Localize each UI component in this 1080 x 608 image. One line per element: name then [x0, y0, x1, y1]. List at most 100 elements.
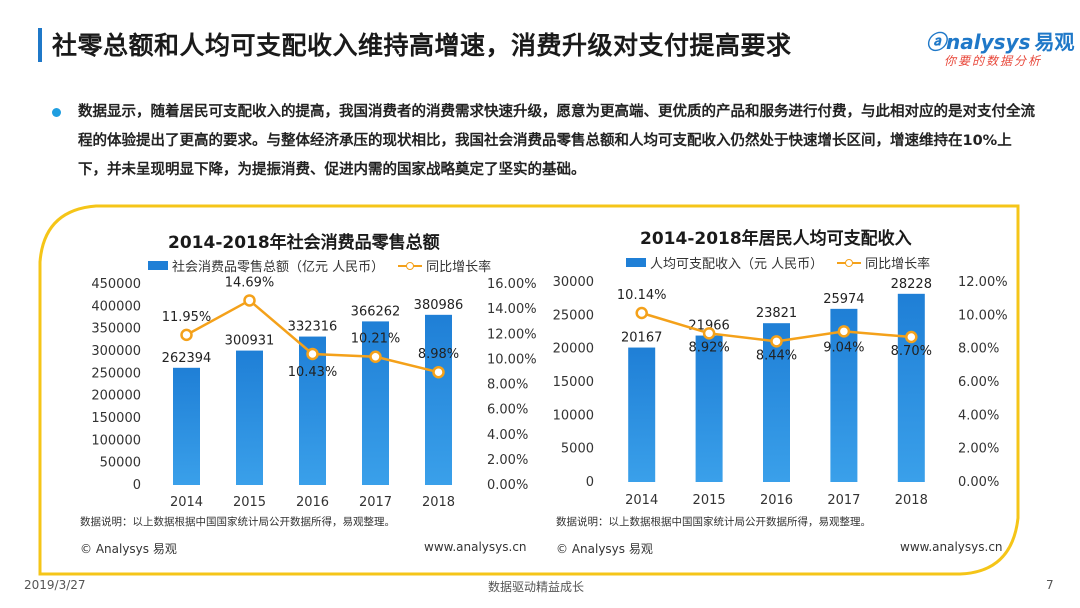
footer-slogan: 数据驱动精益成长	[488, 580, 585, 594]
y-left-tick-label: 5000	[561, 442, 594, 457]
frame-border	[38, 204, 1020, 576]
growth-point	[180, 328, 193, 342]
growth-point	[905, 330, 918, 344]
bar	[362, 321, 389, 485]
y-left-tick-label: 50000	[100, 456, 141, 471]
y-right-tick-label: 10.00%	[487, 352, 537, 367]
y-left-tick-label: 300000	[91, 344, 141, 359]
growth-point	[635, 306, 648, 320]
y-left-tick-label: 0	[586, 475, 594, 490]
footer-page-number: 7	[1046, 578, 1054, 592]
growth-value-label: 14.69%	[225, 275, 275, 290]
x-tick-label: 2014	[625, 493, 658, 508]
y-right-tick-label: 8.00%	[487, 378, 528, 393]
y-left-tick-label: 10000	[553, 408, 594, 423]
analysys-logo: ⓐnalysys 易观 你要的数据分析	[926, 26, 1074, 72]
bar-value-label: 366262	[351, 304, 401, 319]
logo-cn: 易观	[1034, 30, 1075, 54]
x-tick-label: 2017	[359, 495, 392, 510]
logo-wordmark: ⓐnalysys 易观	[926, 26, 1074, 55]
bar	[299, 336, 326, 485]
bar-value-label: 380986	[414, 298, 464, 313]
footer-date: 2019/3/27	[24, 578, 86, 592]
growth-value-label: 8.70%	[891, 344, 932, 359]
logo-text: nalysys	[946, 30, 1031, 54]
legend-line-label: 同比增长率	[426, 260, 492, 275]
chart1-website: www.analysys.cn	[424, 540, 527, 554]
growth-value-label: 8.98%	[418, 347, 459, 362]
legend-line-swatch	[398, 261, 423, 271]
chart1-note: 数据说明：以上数据根据中国国家统计局公开数据所得，易观整理。	[80, 516, 395, 528]
growth-point	[369, 350, 382, 363]
x-tick-label: 2016	[296, 495, 329, 510]
growth-value-label: 10.14%	[617, 288, 667, 303]
growth-value-label: 9.04%	[823, 340, 864, 355]
page-title: 社零总额和人均可支配收入维持高增速，消费升级对支付提高要求	[52, 31, 792, 60]
bar-value-label: 23821	[756, 306, 797, 321]
y-left-tick-label: 400000	[91, 299, 141, 314]
y-left-tick-label: 450000	[91, 277, 141, 292]
bar-value-label: 20167	[621, 331, 662, 346]
chart2-legend: 人均可支配收入（元 人民币） 同比增长率	[626, 253, 930, 272]
growth-point	[243, 294, 256, 307]
y-left-tick-label: 15000	[553, 375, 594, 390]
y-left-tick-label: 25000	[553, 308, 594, 323]
y-right-tick-label: 0.00%	[487, 478, 528, 493]
growth-point	[837, 325, 851, 338]
y-right-tick-label: 0.00%	[958, 475, 999, 490]
y-left-tick-label: 100000	[91, 433, 141, 448]
bar	[830, 308, 858, 482]
legend-line-swatch	[837, 258, 862, 268]
x-tick-label: 2018	[422, 495, 455, 510]
logo-a-glyph: ⓐ	[926, 30, 946, 54]
chart1-copyright: © Analysys 易观	[80, 542, 177, 556]
y-left-tick-label: 150000	[91, 411, 141, 426]
legend-line-label: 同比增长率	[865, 257, 931, 272]
bar	[763, 323, 790, 482]
bar-value-label: 25974	[823, 292, 864, 307]
legend-bar-label: 人均可支配收入（元 人民币）	[650, 257, 824, 272]
y-right-tick-label: 12.00%	[487, 327, 537, 342]
chart1-title: 2014-2018年社会消费品零售总额	[168, 233, 440, 253]
bar	[628, 347, 656, 482]
y-right-tick-label: 6.00%	[958, 375, 999, 390]
legend-bar-swatch	[626, 258, 646, 267]
summary-paragraph: 数据显示，随着居民可支配收入的提高，我国消费者的消费需求快速升级，愿意为更高端、…	[78, 104, 1035, 178]
growth-value-label: 10.21%	[351, 332, 401, 347]
bar	[897, 293, 925, 482]
y-right-tick-label: 6.00%	[487, 403, 528, 418]
y-left-tick-label: 200000	[91, 389, 141, 404]
chart2-website: www.analysys.cn	[900, 540, 1003, 554]
growth-value-label: 8.44%	[756, 348, 797, 363]
x-tick-label: 2017	[827, 493, 860, 508]
chart2-title: 2014-2018年居民人均可支配收入	[640, 229, 912, 249]
growth-value-label: 8.92%	[688, 340, 729, 355]
growth-value-label: 11.95%	[162, 310, 212, 325]
bar	[173, 367, 200, 485]
bar	[695, 335, 723, 482]
x-tick-label: 2016	[760, 493, 793, 508]
bar	[425, 314, 452, 485]
bar-value-label: 262394	[162, 351, 212, 366]
y-left-tick-label: 250000	[91, 366, 141, 381]
y-left-tick-label: 350000	[91, 322, 141, 337]
y-right-tick-label: 10.00%	[958, 308, 1008, 323]
growth-point	[770, 335, 783, 348]
growth-point	[702, 327, 716, 340]
y-right-tick-label: 16.00%	[487, 277, 537, 292]
bar-value-label: 332316	[288, 320, 338, 335]
bar-value-label: 28228	[891, 277, 932, 292]
growth-point	[306, 347, 319, 361]
y-right-tick-label: 14.00%	[487, 302, 537, 317]
logo-tagline: 你要的数据分析	[944, 54, 1043, 68]
chart2-copyright: © Analysys 易观	[556, 542, 653, 556]
chart2-note: 数据说明：以上数据根据中国国家统计局公开数据所得，易观整理。	[556, 516, 871, 528]
bullet-dot	[52, 108, 61, 117]
y-left-tick-label: 0	[133, 478, 141, 493]
chart1-legend: 社会消费品零售总额（亿元 人民币） 同比增长率	[148, 256, 491, 275]
y-right-tick-label: 2.00%	[958, 442, 999, 457]
legend-bar-swatch	[148, 261, 168, 270]
x-tick-label: 2015	[233, 495, 266, 510]
